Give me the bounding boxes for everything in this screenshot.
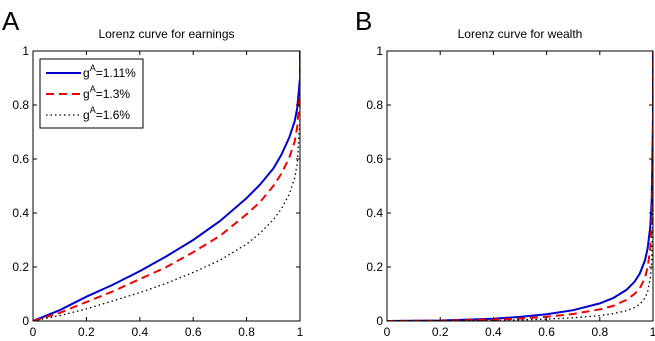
x-tick-label: 0.8: [238, 325, 255, 339]
x-tick-label: 0: [30, 325, 37, 339]
y-tick-label: 0.4: [12, 206, 29, 220]
y-tick-label: 0.8: [366, 98, 383, 112]
x-tick-label: 0.4: [131, 325, 148, 339]
y-tick-label: 0: [376, 314, 383, 328]
y-tick-label: 0.8: [12, 98, 29, 112]
x-tick-label: 0.8: [591, 325, 608, 339]
series-line-1: [33, 51, 300, 321]
y-tick-label: 0: [22, 314, 29, 328]
series-line-1: [387, 51, 653, 321]
series-line-2: [33, 51, 300, 321]
y-tick-label: 0.2: [12, 260, 29, 274]
chart-panel-b: B Lorenz curve for wealth 0 0.2 0.4 0.6 0.8 1 0 0…: [355, 6, 655, 339]
x-tick-label: 1: [297, 325, 304, 339]
y-tick-label: 0.4: [366, 206, 383, 220]
legend-label-3: gA=1.6%: [83, 105, 130, 122]
panel-letter: A: [2, 6, 20, 36]
chart-title: Lorenz curve for earnings: [98, 27, 234, 41]
y-tick-label: 0.6: [12, 152, 29, 166]
legend-label-1: gA=1.11%: [83, 63, 136, 80]
y-tick-label: 1: [376, 44, 383, 58]
legend-box: [39, 58, 144, 129]
x-tick-label: 0.2: [432, 325, 449, 339]
x-tick-label: 0.4: [485, 325, 502, 339]
chart-title: Lorenz curve for wealth: [458, 27, 583, 41]
panel-letter: B: [355, 6, 372, 36]
y-tick-label: 0.2: [366, 260, 383, 274]
plot-frame: [386, 50, 654, 322]
x-tick-label: 1: [650, 325, 655, 339]
x-tick-label: 0.6: [185, 325, 202, 339]
x-tick-label: 0: [384, 325, 391, 339]
chart-panel-a: A Lorenz curve for earnings 0 0.2 0.4 0.6 0.8 1…: [2, 6, 304, 339]
x-tick-label: 0.2: [78, 325, 95, 339]
series-line-3: [33, 51, 300, 321]
plot-frame: [32, 50, 301, 322]
x-tick-label: 0.6: [538, 325, 555, 339]
y-tick-label: 0.6: [366, 152, 383, 166]
legend: gA=1.11% gA=1.3% gA=1.6%: [39, 58, 144, 129]
series-line-2: [387, 51, 653, 321]
legend-label-2: gA=1.3%: [83, 84, 130, 101]
series-line-3: [387, 51, 653, 321]
y-tick-label: 1: [22, 44, 29, 58]
